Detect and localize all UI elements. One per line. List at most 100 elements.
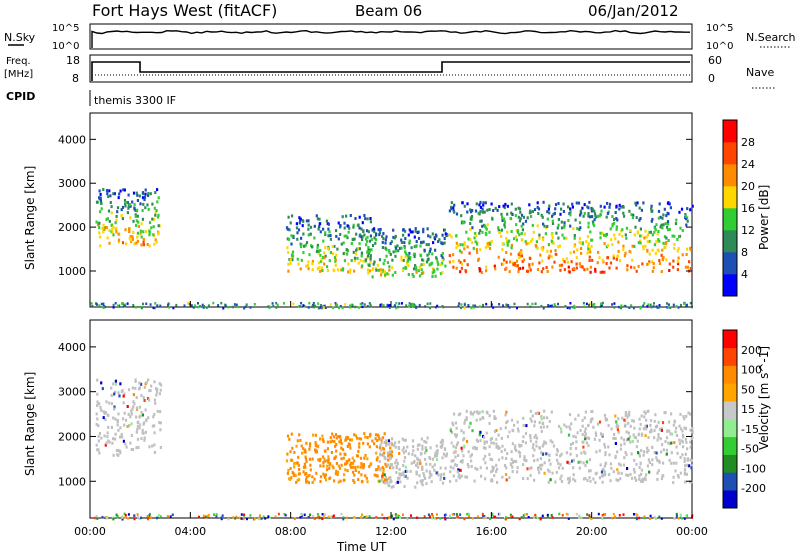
- scatter-cell: [592, 425, 595, 429]
- scatter-cell: [275, 301, 278, 305]
- scatter-cell: [155, 390, 159, 394]
- scatter-cell: [439, 440, 442, 444]
- scatter-cell: [558, 424, 561, 428]
- scatter-cell: [627, 437, 630, 441]
- scatter-cell: [113, 407, 116, 411]
- scatter-cell: [656, 458, 659, 462]
- scatter-cell: [99, 192, 102, 196]
- scatter-cell: [644, 434, 647, 438]
- scatter-cell: [547, 480, 550, 484]
- scatter-cell: [574, 435, 577, 439]
- scatter-cell: [478, 433, 481, 437]
- scatter-cell: [496, 208, 499, 212]
- scatter-cell: [414, 304, 417, 307]
- scatter-cell: [132, 393, 135, 397]
- scatter-cell: [585, 240, 588, 244]
- scatter-cell: [305, 480, 308, 484]
- scatter-cell: [287, 269, 290, 273]
- scatter-cell: [416, 458, 419, 462]
- scatter-cell: [467, 465, 470, 469]
- scatter-cell: [550, 239, 553, 243]
- scatter-cell: [110, 205, 113, 209]
- scatter-cell: [686, 463, 689, 467]
- scatter-cell: [539, 253, 542, 257]
- scatter-cell: [580, 516, 583, 519]
- scatter-cell: [391, 266, 394, 270]
- scatter-cell: [349, 438, 352, 442]
- scatter-cell: [455, 234, 458, 238]
- scatter-cell: [156, 516, 158, 520]
- scatter-cell: [581, 424, 584, 428]
- scatter-cell: [152, 233, 155, 237]
- scatter-cell: [309, 468, 312, 472]
- scatter-cell: [309, 513, 312, 516]
- scatter-cell: [316, 267, 319, 271]
- scatter-cell: [557, 302, 559, 306]
- scatter-cell: [598, 476, 601, 480]
- scatter-cell: [452, 206, 455, 210]
- scatter-cell: [437, 263, 440, 267]
- scatter-cell: [681, 453, 684, 457]
- scatter-cell: [358, 226, 361, 230]
- scatter-cell: [105, 400, 108, 404]
- scatter-cell: [102, 188, 105, 191]
- scatter-cell: [514, 264, 517, 268]
- scatter-cell: [505, 516, 507, 519]
- scatter-cell: [385, 478, 389, 482]
- scatter-cell: [99, 196, 102, 200]
- scatter-cell: [594, 214, 597, 218]
- scatter-cell: [295, 222, 298, 226]
- scatter-cell: [511, 470, 514, 473]
- scatter-cell: [540, 246, 543, 250]
- scatter-cell: [98, 231, 101, 235]
- scatter-cell: [332, 306, 335, 310]
- colorbar-tick-label: 16: [741, 202, 755, 215]
- scatter-cell: [601, 514, 604, 517]
- scatter-cell: [380, 441, 383, 445]
- scatter-cell: [520, 254, 523, 258]
- scatter-cell: [444, 513, 447, 516]
- scatter-cell: [267, 305, 270, 308]
- scatter-cell: [466, 245, 469, 249]
- scatter-cell: [426, 227, 429, 231]
- scatter-cell: [590, 244, 593, 248]
- scatter-cell: [322, 472, 325, 476]
- scatter-cell: [112, 416, 115, 420]
- scatter-cell: [599, 231, 602, 235]
- scatter-cell: [389, 480, 392, 484]
- scatter-cell: [323, 449, 327, 453]
- scatter-cell: [672, 481, 675, 485]
- scatter-cell: [673, 243, 676, 246]
- scatter-cell: [602, 473, 605, 477]
- scatter-cell: [101, 515, 104, 519]
- scatter-cell: [624, 251, 627, 255]
- scatter-cell: [121, 516, 124, 520]
- scatter-cell: [249, 306, 252, 309]
- scatter-cell: [384, 273, 387, 277]
- scatter-cell: [215, 514, 218, 518]
- scatter-cell: [510, 450, 513, 454]
- scatter-cell: [410, 305, 413, 309]
- scatter-cell: [428, 471, 431, 475]
- scatter-cell: [676, 474, 680, 477]
- scatter-cell: [605, 418, 608, 422]
- scatter-cell: [126, 517, 129, 520]
- scatter-cell: [96, 448, 99, 452]
- scatter-cell: [112, 382, 115, 386]
- scatter-cell: [148, 389, 151, 393]
- scatter-cell: [544, 441, 548, 445]
- scatter-cell: [587, 444, 590, 448]
- scatter-cell: [243, 513, 246, 516]
- scatter-cell: [124, 228, 127, 232]
- scatter-cell: [676, 249, 679, 253]
- scatter-cell: [360, 473, 363, 477]
- scatter-cell: [331, 439, 334, 443]
- scatter-cell: [136, 231, 139, 235]
- scatter-cell: [133, 203, 136, 206]
- scatter-cell: [545, 452, 548, 456]
- scatter-cell: [463, 306, 466, 310]
- scatter-cell: [540, 415, 543, 419]
- scatter-cell: [667, 303, 670, 306]
- scatter-cell: [95, 412, 98, 416]
- scatter-cell: [406, 517, 409, 521]
